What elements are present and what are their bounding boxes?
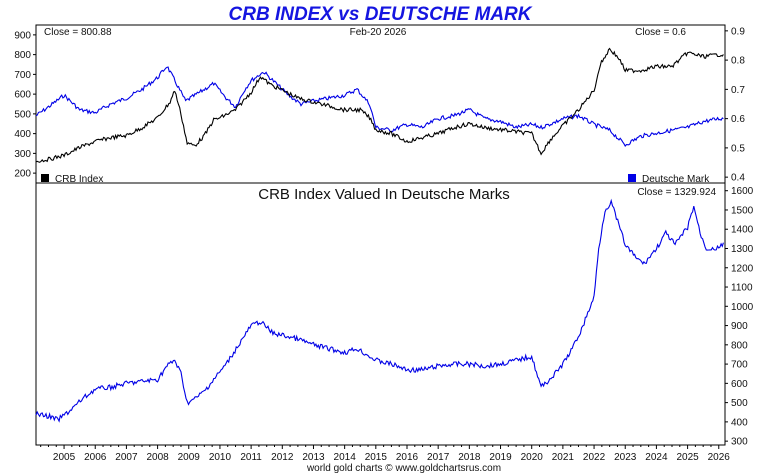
x-tick-label: 2007 (115, 452, 138, 463)
upper-series-group (35, 47, 724, 163)
x-tick-label: 2023 (614, 452, 637, 463)
chart-title: CRB INDEX vs DEUTSCHE MARK (229, 4, 533, 25)
upper-right-tick-label: 0.4 (731, 173, 745, 184)
x-tick-label: 2006 (84, 452, 107, 463)
x-tick-label: 2008 (146, 452, 169, 463)
upper-right-axis: 0.4 0.5 0.6 0.7 0.8 0.9 (725, 26, 745, 184)
upper-left-tick-label: 300 (14, 149, 31, 160)
x-tick-label: 2026 (708, 452, 731, 463)
deutsche-mark-line (35, 66, 724, 147)
x-tick-label: 2024 (645, 452, 668, 463)
upper-left-tick-label: 900 (14, 30, 31, 41)
upper-left-tick-label: 600 (14, 90, 31, 101)
x-tick-label: 2005 (53, 452, 76, 463)
lower-right-tick-label: 1600 (731, 186, 754, 197)
footer-credit: world gold charts © www.goldchartsrus.co… (306, 463, 501, 474)
lower-panel: CRB Index Valued In Deutsche Marks Close… (35, 182, 754, 448)
upper-left-tick-label: 500 (14, 109, 31, 120)
legend-swatch-crb (41, 174, 49, 182)
lower-right-tick-label: 500 (731, 398, 748, 409)
upper-panel: Close = 800.88 Feb-20 2026 Close = 0.6 2… (14, 24, 745, 185)
upper-left-tick-label: 200 (14, 169, 31, 180)
lower-right-tick-label: 800 (731, 340, 748, 351)
lower-right-tick-label: 1100 (731, 283, 753, 294)
x-tick-label: 2012 (271, 452, 294, 463)
x-tick-label: 2016 (396, 452, 419, 463)
upper-left-tick-label: 700 (14, 70, 31, 81)
lower-right-tick-label: 400 (731, 417, 748, 428)
upper-right-tick-label: 0.6 (731, 114, 745, 125)
upper-right-tick-label: 0.5 (731, 143, 745, 154)
x-tick-label: 2025 (676, 452, 699, 463)
lower-right-tick-label: 300 (731, 437, 748, 448)
x-tick-label: 2014 (334, 452, 357, 463)
lower-right-tick-label: 900 (731, 321, 748, 332)
lower-right-tick-label: 1300 (731, 244, 754, 255)
legend-label-dm: Deutsche Mark (642, 174, 710, 185)
lower-right-tick-label: 1000 (731, 302, 754, 313)
lower-right-tick-label: 700 (731, 360, 748, 371)
lower-right-tick-label: 1400 (731, 225, 754, 236)
x-tick-label: 2020 (521, 452, 544, 463)
upper-right-tick-label: 0.8 (731, 56, 745, 67)
lower-right-tick-label: 1500 (731, 205, 754, 216)
x-tick-label: 2019 (489, 452, 512, 463)
x-tick-label: 2018 (458, 452, 481, 463)
x-tick-label: 2009 (178, 452, 201, 463)
upper-right-tick-label: 0.9 (731, 26, 745, 37)
upper-left-tick-label: 800 (14, 50, 31, 61)
crb-index-line (35, 47, 724, 163)
x-tick-label: 2015 (365, 452, 388, 463)
lower-right-tick-label: 1200 (731, 263, 754, 274)
x-tick-label: 2011 (240, 452, 262, 463)
upper-left-tick-label: 400 (14, 129, 31, 140)
x-tick-label: 2013 (302, 452, 325, 463)
crb-in-dm-line (35, 198, 724, 423)
dm-close-label: Close = 0.6 (635, 27, 686, 38)
upper-panel-frame (35, 24, 726, 184)
x-tick-label: 2010 (209, 452, 232, 463)
legend-label-crb: CRB Index (55, 174, 103, 185)
lower-panel-title: CRB Index Valued In Deutsche Marks (258, 186, 510, 203)
upper-right-tick-label: 0.7 (731, 85, 745, 96)
lower-right-tick-label: 600 (731, 379, 748, 390)
x-tick-label: 2017 (427, 452, 450, 463)
x-axis: 2005 2006 2007 2008 2009 2010 2011 2012 2013 2014… (40, 445, 731, 463)
lower-close-label: Close = 1329.924 (637, 187, 716, 198)
legend-swatch-dm (628, 174, 636, 182)
x-tick-label: 2021 (552, 452, 575, 463)
crb-close-label: Close = 800.88 (44, 27, 112, 38)
date-label: Feb-20 2026 (350, 27, 407, 38)
x-tick-label: 2022 (583, 452, 606, 463)
lower-right-axis: 300 400 500 600 700 800 900 1000 1100 1200 1300 140… (725, 186, 754, 448)
lower-series-group (35, 198, 724, 423)
upper-left-axis: 200 300 400 500 600 700 800 900 (14, 30, 36, 180)
lower-panel-frame (35, 182, 726, 446)
